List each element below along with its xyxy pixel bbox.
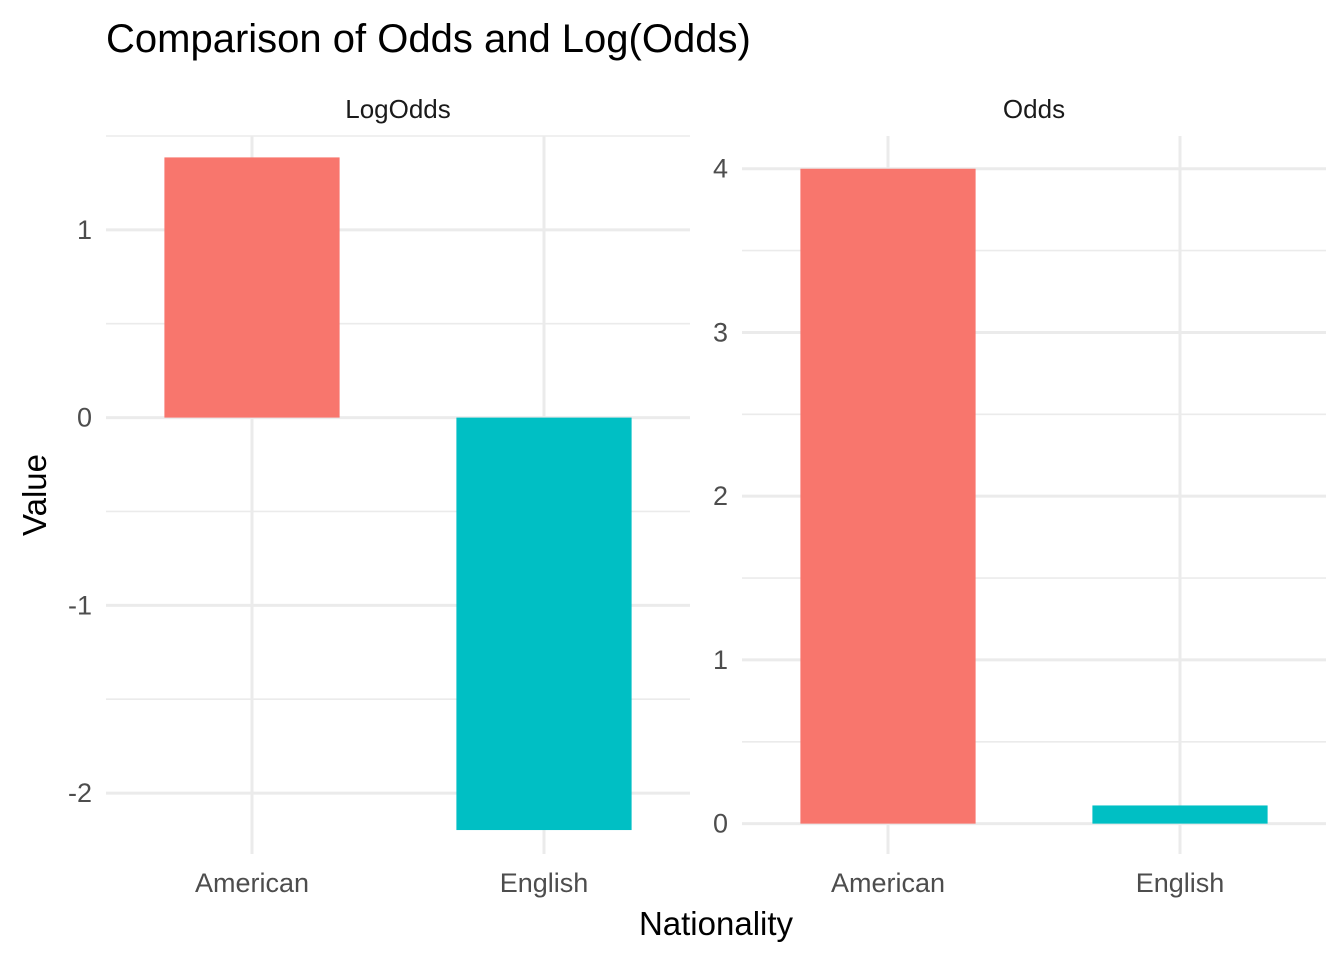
- y-tick-label: -1: [68, 590, 92, 620]
- y-tick-label: 0: [713, 809, 728, 839]
- x-tick-label: American: [831, 868, 945, 898]
- y-tick-label: 4: [713, 154, 728, 184]
- facet-panel-odds: 0 1 2 3 4 American English Odds: [713, 94, 1326, 898]
- x-axis-title: Nationality: [639, 905, 794, 942]
- y-tick-label: 0: [77, 403, 92, 433]
- y-tick-label: 2: [713, 481, 728, 511]
- facet-strip-label: Odds: [1003, 94, 1065, 124]
- facet-panel-logodds: -2 -1 0 1 American English LogOdds: [68, 94, 690, 898]
- bar-odds-american: [800, 168, 976, 824]
- y-axis-title: Value: [16, 454, 53, 536]
- x-tick-label: English: [1136, 868, 1225, 898]
- y-tick-label: -2: [68, 778, 92, 808]
- bar-odds-english: [1092, 805, 1268, 824]
- chart-title: Comparison of Odds and Log(Odds): [106, 17, 751, 61]
- bar-logodds-american: [164, 157, 340, 418]
- y-tick-label: 1: [77, 215, 92, 245]
- y-tick-label: 1: [713, 645, 728, 675]
- x-tick-label: American: [195, 868, 309, 898]
- bar-logodds-english: [456, 417, 632, 831]
- y-tick-label: 3: [713, 317, 728, 347]
- facet-strip-label: LogOdds: [345, 94, 451, 124]
- x-tick-label: English: [500, 868, 589, 898]
